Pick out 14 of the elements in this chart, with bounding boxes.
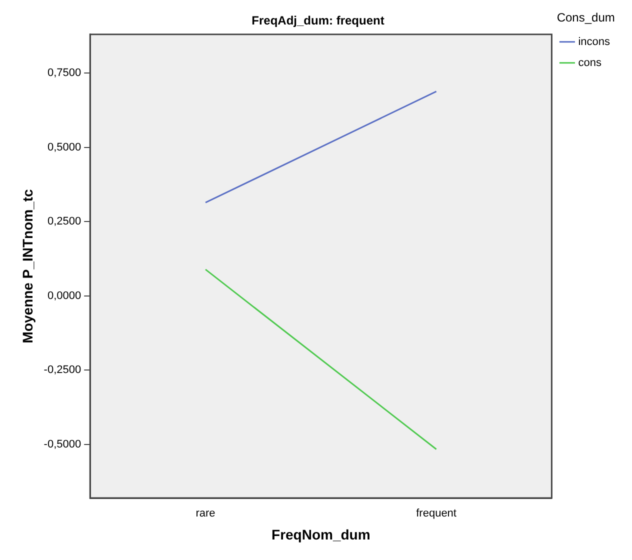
y-tick-label: 0,7500 <box>47 67 82 80</box>
y-tick-label: -0,5000 <box>44 438 82 451</box>
y-axis-title: Moyenne P_INTnom_tc <box>19 188 36 344</box>
y-tick-label: -0,2500 <box>44 364 82 376</box>
legend-label: incons <box>578 36 610 48</box>
legend-label: cons <box>578 56 602 69</box>
y-tick-label: 0,2500 <box>47 216 82 228</box>
x-tick-label: frequent <box>416 508 456 520</box>
y-tick-label: 0,5000 <box>47 141 82 154</box>
chart-title: FreqAdj_dum: frequent <box>252 14 384 28</box>
x-tick-label: rare <box>196 508 216 520</box>
x-axis-title: FreqNom_dum <box>272 526 370 542</box>
y-tick-label: 0,0000 <box>47 290 82 302</box>
legend-title: Cons_dum <box>556 10 615 24</box>
